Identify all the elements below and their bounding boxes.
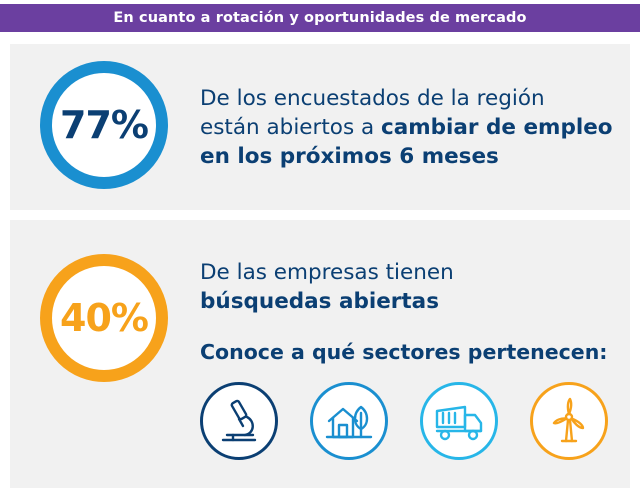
- stat-value: 77%: [60, 103, 149, 147]
- stat-description: De los encuestados de la región están ab…: [200, 84, 625, 171]
- stat-text-bold2: en los próximos 6 meses: [200, 144, 499, 169]
- house-tree-icon: [325, 405, 373, 439]
- stat-text-line1: De los encuestados de la región: [200, 86, 545, 111]
- stat-panel-rotation: 77% De los encuestados de la región está…: [10, 44, 630, 210]
- dump-truck-icon: [435, 405, 483, 441]
- microscope-icon: [221, 399, 257, 442]
- sector-real-estate-agro: [310, 382, 388, 460]
- stat-ring-77: 77%: [40, 61, 168, 189]
- stat-text-line1: De las empresas tienen: [200, 260, 454, 285]
- sectors-heading: Conoce a qué sectores pertenecen:: [200, 340, 608, 364]
- section-banner: En cuanto a rotación y oportunidades de …: [0, 4, 640, 32]
- stat-ring-40: 40%: [40, 254, 168, 382]
- sector-construction: [420, 382, 498, 460]
- stat-panel-openings: 40% De las empresas tienen búsquedas abi…: [10, 220, 630, 488]
- stat-text-line2: están abiertos a: [200, 115, 381, 140]
- sector-energy: [530, 382, 608, 460]
- wind-turbine-icon: [552, 397, 585, 443]
- stat-description: De las empresas tienen búsquedas abierta…: [200, 258, 625, 316]
- stat-value: 40%: [60, 296, 149, 340]
- stat-text-bold: búsquedas abiertas: [200, 289, 439, 314]
- stat-text-bold1: cambiar de empleo: [381, 115, 613, 140]
- sector-science: [200, 382, 278, 460]
